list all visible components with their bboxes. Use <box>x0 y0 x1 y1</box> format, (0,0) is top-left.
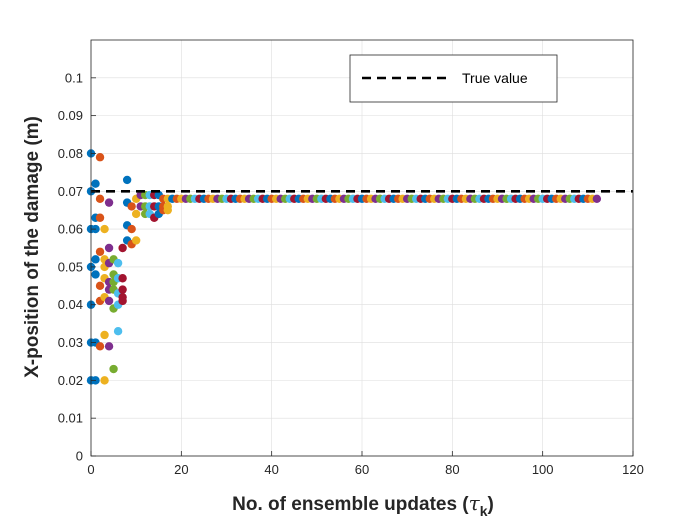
scatter-point <box>118 274 127 283</box>
scatter-point <box>104 198 114 207</box>
x-axis-title-symbol: τ <box>469 491 481 515</box>
scatter-point <box>118 296 127 306</box>
scatter-point <box>118 243 127 253</box>
scatter-point <box>127 224 136 234</box>
y-tick-label: 0.09 <box>58 108 83 123</box>
scatter-point <box>95 342 105 351</box>
y-tick-label: 0.03 <box>58 335 83 350</box>
x-tick-label: 60 <box>355 462 369 477</box>
x-tick-label: 0 <box>87 462 94 477</box>
scatter-point <box>109 364 118 374</box>
scatter-point <box>95 213 105 222</box>
scatter-point <box>113 258 123 268</box>
scatter-point <box>131 236 141 245</box>
x-tick-label: 100 <box>532 462 554 477</box>
scatter-point <box>592 194 602 204</box>
scatter-point <box>100 224 109 234</box>
scatter-point <box>100 330 109 340</box>
y-tick-label: 0 <box>76 449 83 464</box>
x-axis-title: No. of ensemble updates (τk) <box>232 491 494 519</box>
y-tick-label: 0.04 <box>58 297 83 312</box>
scatter-point <box>100 376 109 385</box>
scatter-point <box>118 285 127 294</box>
scatter-point <box>122 175 132 185</box>
scatter-point <box>95 281 105 291</box>
scatter-point <box>95 153 105 162</box>
legend-label-true-value: True value <box>462 70 528 86</box>
x-axis-title-subscript: k <box>480 503 488 519</box>
scatter-point <box>163 205 172 215</box>
y-tick-label: 0.08 <box>58 146 83 161</box>
x-tick-label: 80 <box>445 462 459 477</box>
scatter-point <box>95 194 105 204</box>
x-tick-label: 40 <box>264 462 278 477</box>
axis-ticks: 0 20 40 60 80 100 120 0 0.01 0.02 0.03 0.04 0.05 0.06… <box>58 70 644 477</box>
legend: True value <box>349 54 558 103</box>
scatter-point <box>104 342 114 351</box>
scatter-point <box>127 202 136 211</box>
scatter-point <box>91 179 100 188</box>
y-tick-label: 0.1 <box>65 70 83 85</box>
y-tick-label: 0.07 <box>58 184 83 199</box>
x-tick-label: 20 <box>174 462 188 477</box>
x-axis-title-text: No. of ensemble updates ( <box>232 494 469 515</box>
scatter-point <box>104 243 114 253</box>
y-tick-label: 0.01 <box>58 411 83 426</box>
scatter-point <box>131 209 141 219</box>
x-tick-label: 120 <box>622 462 644 477</box>
x-axis-title-close: ) <box>488 494 494 515</box>
y-tick-label: 0.06 <box>58 222 83 237</box>
scatter-point <box>104 296 114 306</box>
plot-area: 0 20 40 60 80 100 120 0 0.01 0.02 0.03 0.04 0.05 0.06… <box>58 39 644 477</box>
y-tick-label: 0.02 <box>58 373 83 388</box>
scatter-point <box>91 270 100 279</box>
scatter-points <box>86 149 602 385</box>
y-tick-label: 0.05 <box>58 259 83 274</box>
scatter-point <box>113 327 123 336</box>
y-axis-title: X-position of the damage (m) <box>22 116 43 378</box>
scatter-point <box>95 247 105 256</box>
scatter-point <box>91 255 100 264</box>
